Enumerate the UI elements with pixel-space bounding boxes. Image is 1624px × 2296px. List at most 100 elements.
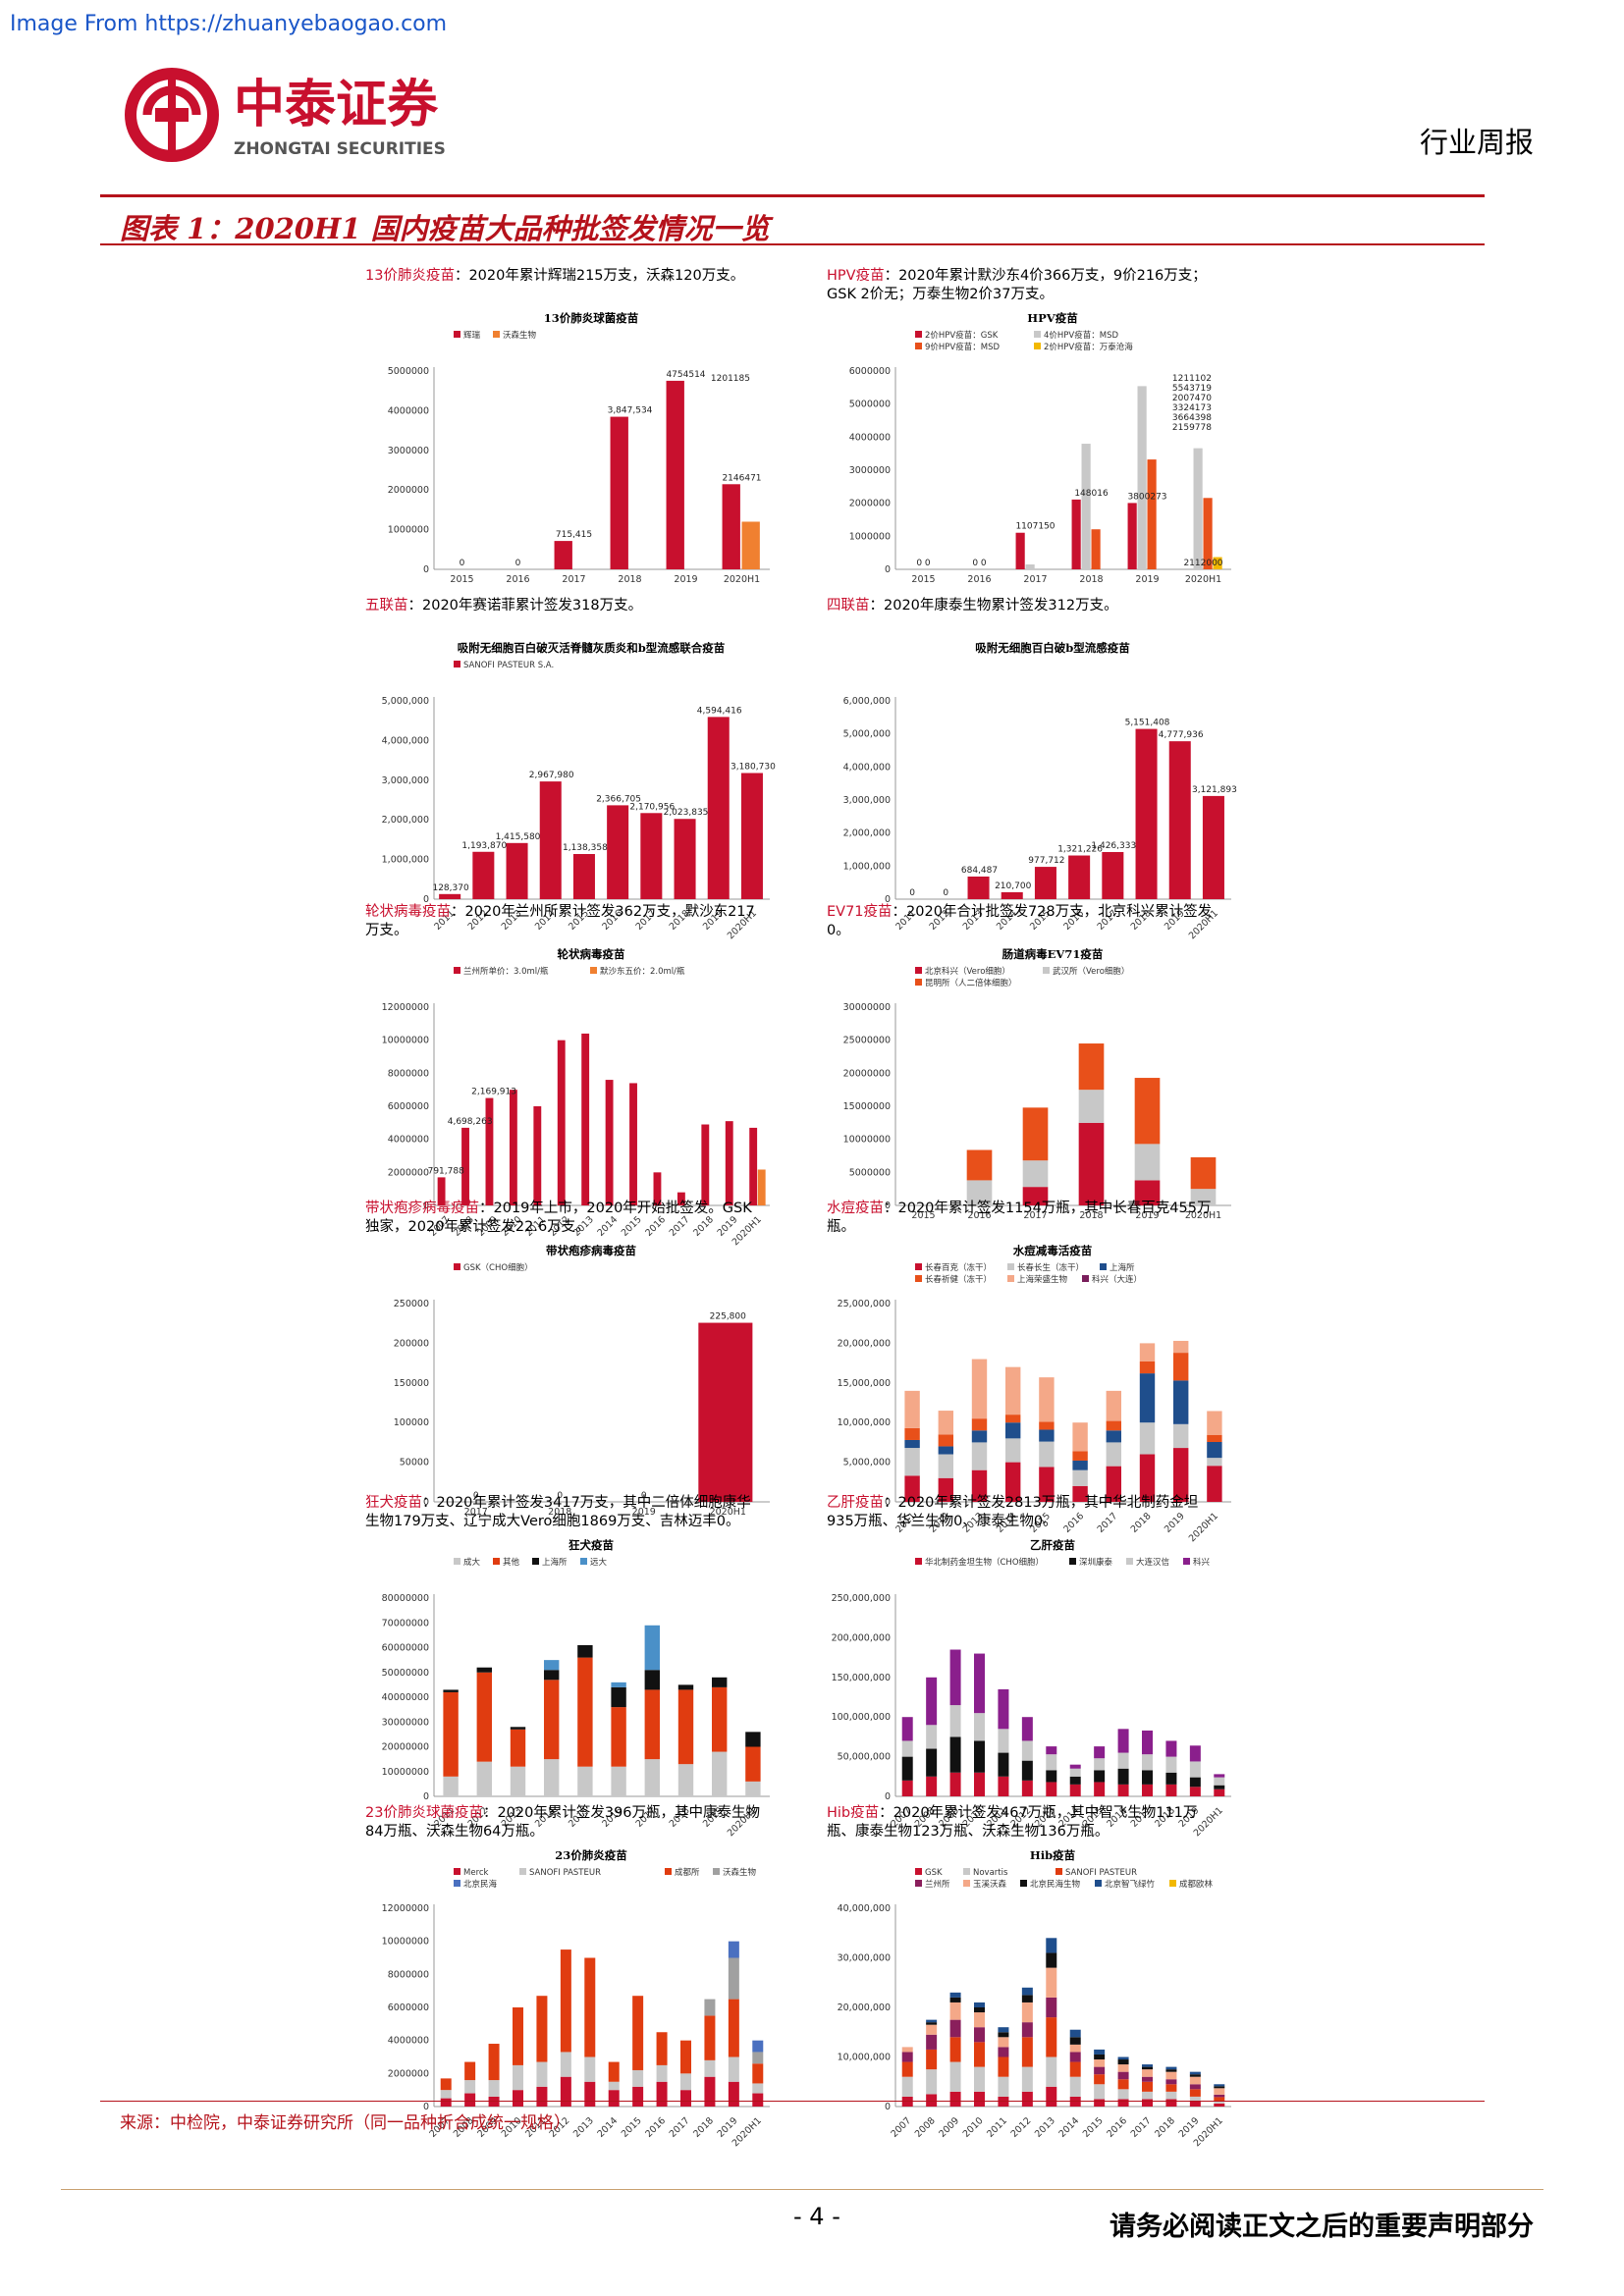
legend-label: 默沙东五价：2.0ml/瓶 xyxy=(600,966,685,977)
legend-swatch xyxy=(1007,1275,1014,1282)
y-tick-label: 0 xyxy=(423,1497,429,1508)
bar-segment xyxy=(904,1475,920,1502)
data-label: 0 0 xyxy=(916,559,931,568)
panel-name: 带状疱疹病毒疫苗 xyxy=(365,1201,479,1216)
bar xyxy=(533,1106,542,1205)
legend-label: 远大 xyxy=(590,1557,608,1568)
chart-title: 吸附无细胞百白破灭活脊髓灰质炎和b型流感联合疫苗 xyxy=(458,641,726,655)
y-tick-label: 3,000,000 xyxy=(843,795,891,806)
bar-segment xyxy=(1117,2059,1129,2065)
y-tick-label: 0 xyxy=(423,2102,429,2112)
bar-segment xyxy=(1106,1430,1121,1443)
legend-label: 兰州所单价：3.0ml/瓶 xyxy=(463,966,549,977)
legend-swatch xyxy=(1034,343,1041,349)
x-tick-label: 2018 xyxy=(548,1507,571,1518)
y-tick-label: 20000000 xyxy=(382,1742,429,1753)
data-label: 0 xyxy=(515,559,521,568)
legend-label: 上海所 xyxy=(542,1557,568,1568)
x-tick-label: 2015 xyxy=(450,574,473,585)
bar-segment xyxy=(1214,2086,1225,2089)
bar-segment xyxy=(998,2047,1009,2057)
bar xyxy=(509,1090,517,1205)
bar-segment xyxy=(752,2093,764,2107)
bar-segment xyxy=(440,2078,452,2091)
x-tick-label: 2018 xyxy=(618,574,641,585)
data-label: 4,777,936 xyxy=(1159,730,1204,740)
bar xyxy=(701,1124,710,1205)
y-tick-label: 4000000 xyxy=(849,432,891,443)
chart-2: 吸附无细胞百白破灭活脊髓灰质炎和b型流感联合疫苗 SANOFI PASTEUR S… xyxy=(382,641,776,941)
x-tick-label: 2015 xyxy=(911,1210,935,1221)
bar-segment xyxy=(901,1717,913,1741)
bar-segment xyxy=(488,2080,500,2097)
page-number: - 4 - xyxy=(793,2203,840,2230)
data-label: 2007470 xyxy=(1172,394,1212,403)
legend-label: 科兴（大连） xyxy=(1092,1274,1142,1285)
bar-segment xyxy=(544,1660,560,1671)
x-tick-label: 2016 xyxy=(643,2115,668,2140)
bar-segment xyxy=(998,1752,1009,1777)
bar-segment xyxy=(938,1446,953,1455)
bar-segment xyxy=(1022,1107,1049,1161)
legend-swatch xyxy=(590,967,597,974)
panel-text: ：2020年累计签发1154万瓶，其中长春百克455万瓶。 xyxy=(827,1201,1212,1235)
bar-segment xyxy=(712,1686,728,1752)
bar-segment xyxy=(752,2063,764,2084)
bar xyxy=(1213,557,1222,569)
bar-segment xyxy=(1190,1156,1217,1190)
bar-segment xyxy=(1022,1160,1049,1188)
bar-segment xyxy=(611,1707,626,1767)
bar-segment xyxy=(1189,1745,1201,1762)
bar-segment xyxy=(1021,2066,1033,2092)
bar xyxy=(740,773,763,899)
bar-segment xyxy=(926,1776,938,1796)
bar-segment xyxy=(974,2012,985,2028)
bar-segment xyxy=(544,1680,560,1760)
bar-segment xyxy=(1021,1995,1033,2002)
bar-segment xyxy=(1117,1729,1129,1753)
bar-segment xyxy=(510,1729,526,1767)
y-tick-label: 60000000 xyxy=(382,1643,429,1654)
bar-segment xyxy=(464,2080,476,2094)
bar xyxy=(725,1121,733,1205)
y-tick-label: 0 xyxy=(885,2102,891,2112)
bar xyxy=(640,813,663,899)
y-tick-label: 6,000,000 xyxy=(843,696,891,707)
bar-segment xyxy=(443,1691,459,1777)
y-tick-label: 5,000,000 xyxy=(843,1458,891,1468)
source-url[interactable]: Image From https://zhuanyebaogao.com xyxy=(10,12,448,36)
bar-segment xyxy=(476,1672,492,1762)
bar-segment xyxy=(1094,2059,1106,2067)
bar-segment xyxy=(464,2061,476,2081)
x-tick-label: 2020H1 xyxy=(1185,1210,1221,1221)
x-tick-label: 2015 xyxy=(620,2115,644,2140)
data-label: 3,121,893 xyxy=(1192,785,1237,795)
bar-segment xyxy=(1078,1043,1105,1091)
x-tick-label: 2019 xyxy=(1135,1210,1159,1221)
y-tick-label: 50,000,000 xyxy=(838,1752,891,1763)
bar xyxy=(722,484,740,569)
y-tick-label: 70000000 xyxy=(382,1618,429,1629)
y-tick-label: 200000 xyxy=(394,1338,429,1349)
chart-title: 轮状病毒疫苗 xyxy=(558,947,625,961)
bar-segment xyxy=(1005,1462,1021,1502)
bar xyxy=(967,876,990,899)
bar-segment xyxy=(938,1477,953,1502)
bar-segment xyxy=(1069,2052,1081,2062)
footer-rule xyxy=(61,2189,1543,2190)
bar-segment xyxy=(1046,1997,1057,2018)
chart-title: 吸附无细胞百白破b型流感疫苗 xyxy=(975,641,1130,655)
bar-segment xyxy=(644,1759,660,1796)
y-tick-label: 40000000 xyxy=(382,1692,429,1703)
bar-segment xyxy=(1005,1422,1021,1439)
bar xyxy=(698,1322,753,1502)
x-tick-label: 2013 xyxy=(1033,2115,1057,2140)
y-tick-label: 80000000 xyxy=(382,1593,429,1604)
bar-segment xyxy=(1214,1774,1225,1778)
bar-segment xyxy=(926,2034,938,2050)
y-tick-label: 0 xyxy=(885,894,891,905)
y-tick-label: 100000 xyxy=(394,1417,429,1428)
bar xyxy=(557,1040,566,1205)
y-tick-label: 0 xyxy=(423,1791,429,1802)
data-label: 3664398 xyxy=(1172,413,1212,423)
